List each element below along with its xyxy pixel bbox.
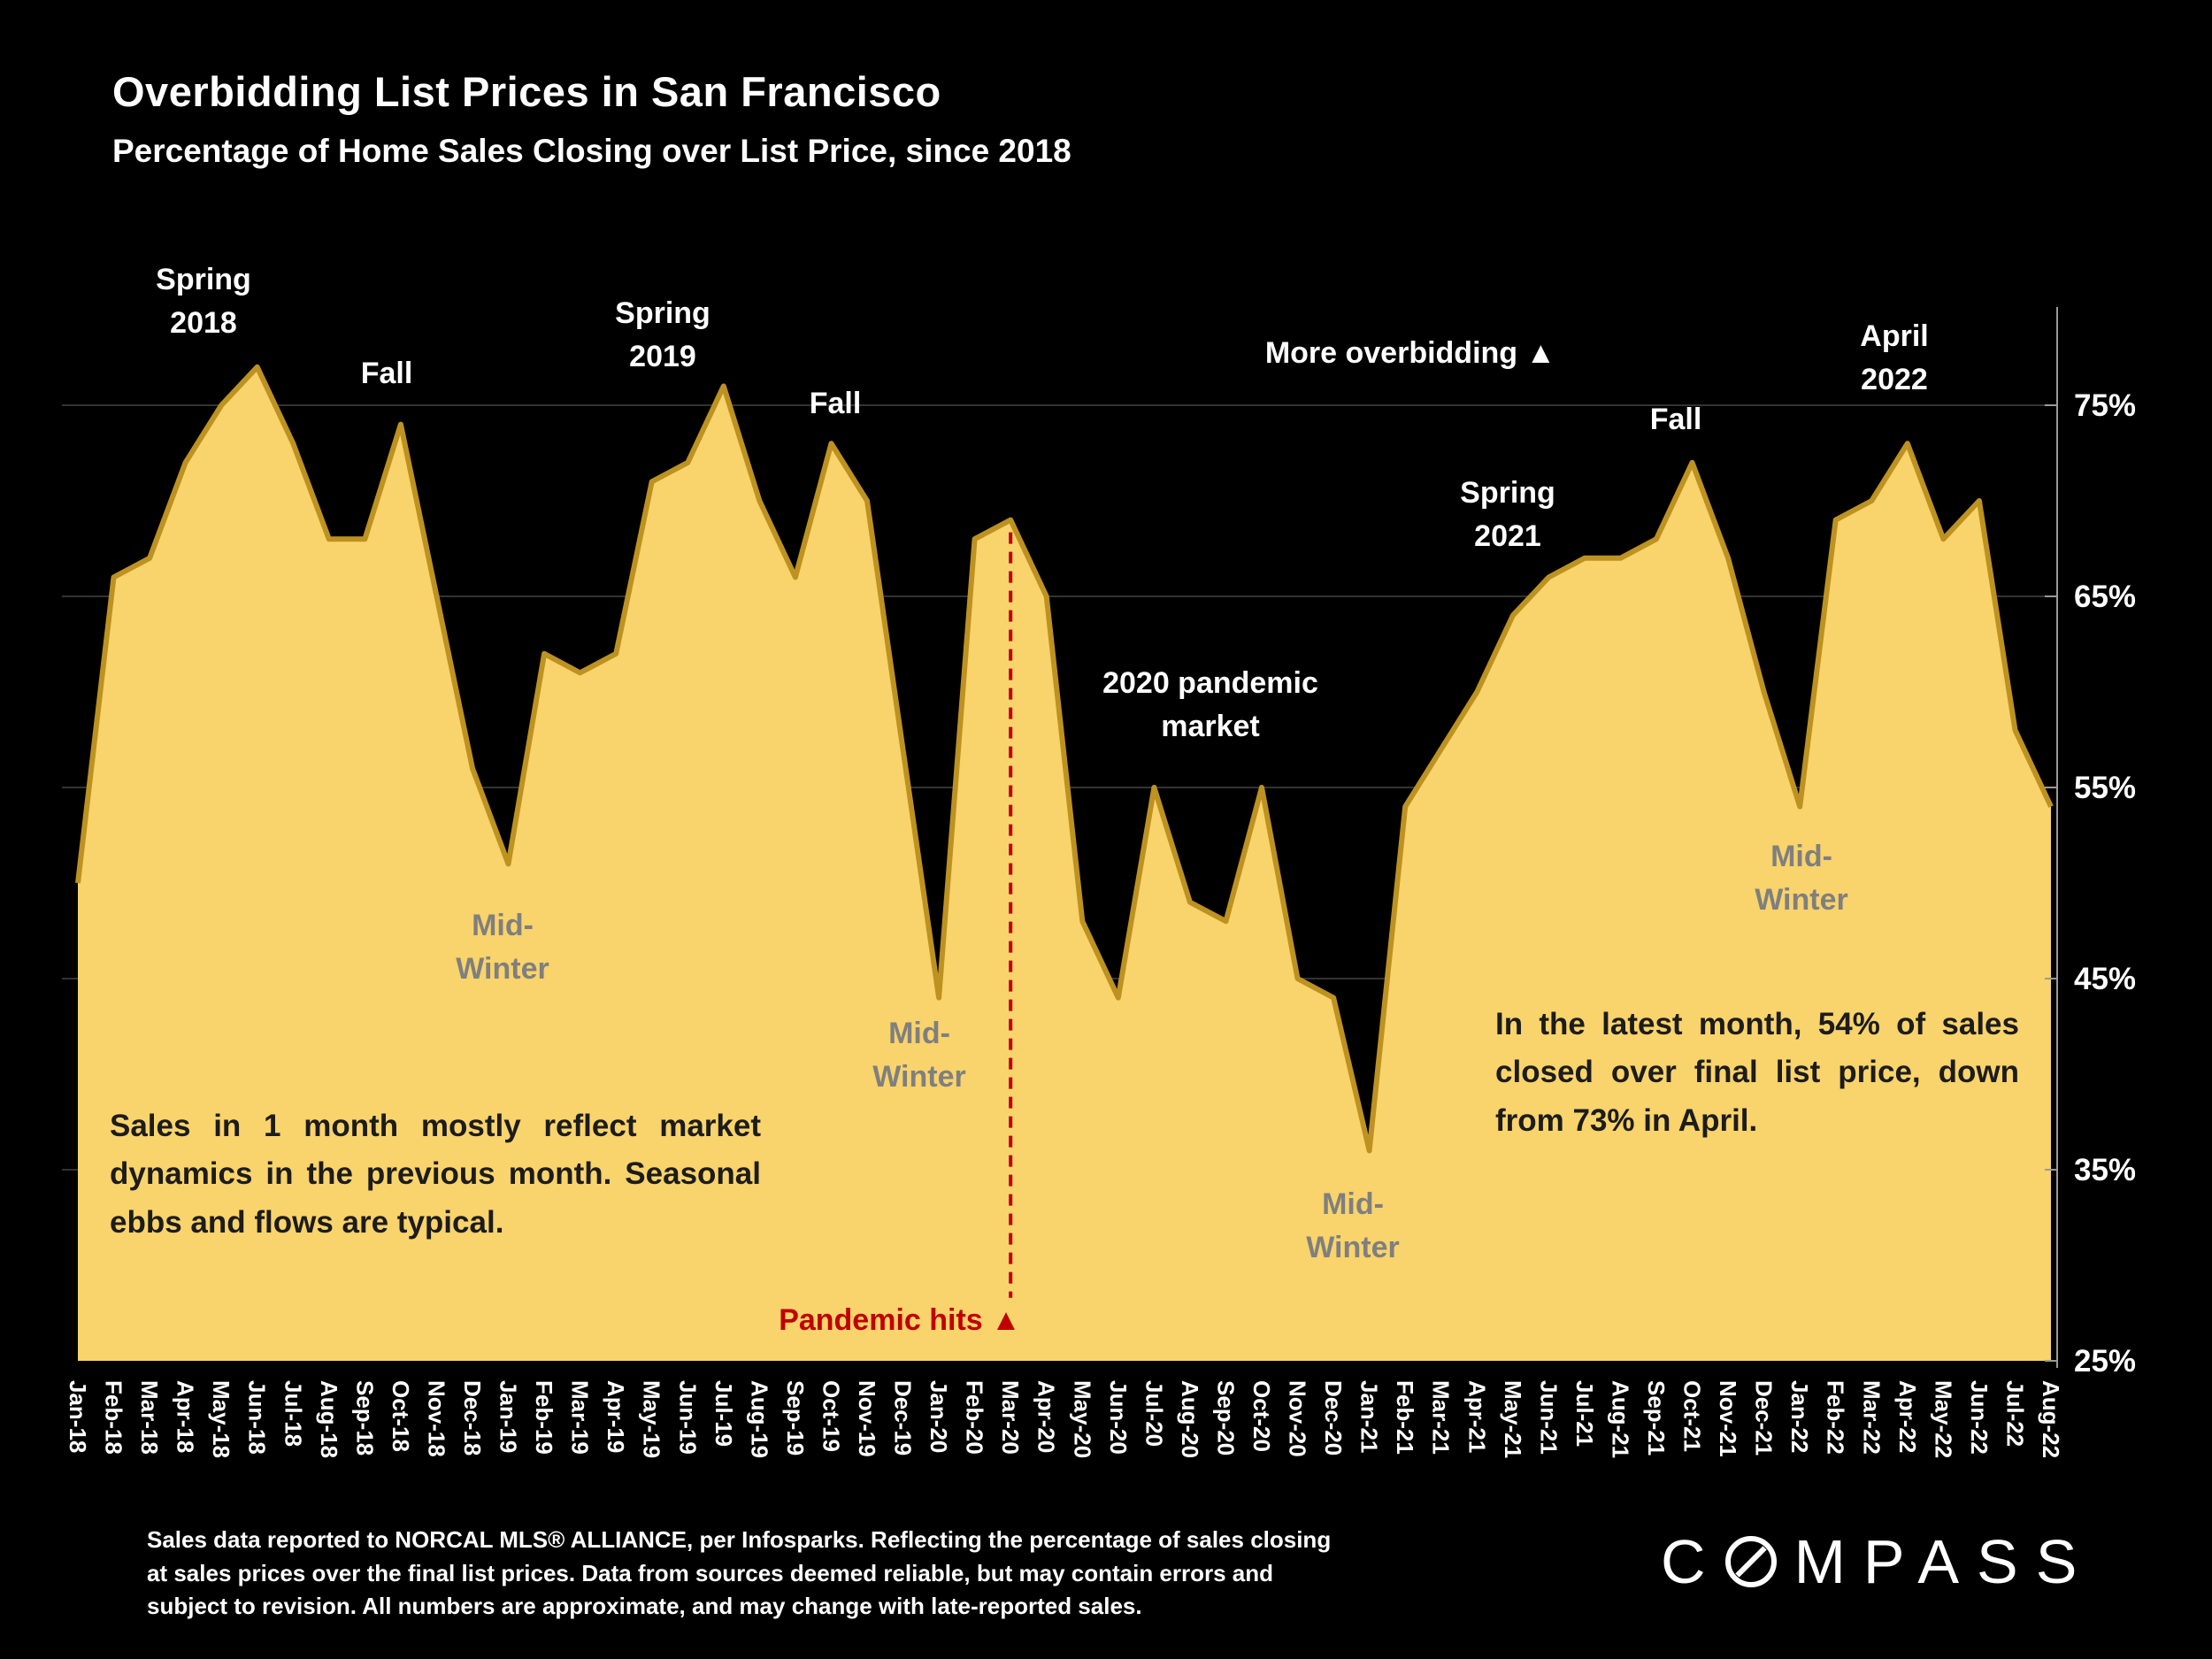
x-tick-label: Jan-22	[1786, 1380, 1813, 1453]
x-tick-label: Nov-18	[423, 1380, 449, 1457]
x-tick-label: Dec-19	[890, 1380, 917, 1455]
x-tick-label: Aug-19	[746, 1380, 772, 1458]
x-tick-label: Sep-19	[782, 1380, 809, 1455]
annotation-more-overbidding: More overbidding ▲	[1264, 336, 1556, 370]
x-tick-label: Sep-21	[1643, 1380, 1670, 1455]
x-tick-label: Feb-22	[1823, 1380, 1849, 1455]
x-tick-label: Feb-21	[1392, 1380, 1418, 1455]
annotation-april-2022: April 2022	[1860, 319, 1929, 397]
x-tick-label: Mar-18	[136, 1380, 163, 1455]
y-tick-label: 35%	[2074, 1153, 2136, 1187]
x-tick-label: Jan-18	[65, 1380, 91, 1453]
y-tick-label: 45%	[2074, 962, 2136, 996]
x-tick-label: Nov-21	[1715, 1380, 1741, 1457]
x-tick-label: May-18	[208, 1380, 234, 1458]
annotation-pandemic-hits: Pandemic hits ▲	[779, 1303, 1021, 1337]
y-tick-label: 65%	[2074, 580, 2136, 614]
x-tick-label: Dec-20	[1320, 1380, 1347, 1455]
x-tick-label: Jan-19	[495, 1380, 522, 1453]
annotation-mid-winter-2021: Mid- Winter	[1306, 1187, 1400, 1265]
compass-logo: C MPASS	[1661, 1531, 2094, 1593]
x-tick-label: Jun-20	[1105, 1380, 1132, 1455]
x-tick-label: Jul-18	[280, 1380, 306, 1447]
footnote-disclaimer: Sales data reported to NORCAL MLS® ALLIA…	[147, 1526, 1332, 1620]
x-tick-label: May-22	[1930, 1380, 1956, 1458]
note-latest-month: In the latest month, 54% of sales closed…	[1495, 1007, 2019, 1138]
x-tick-label: Dec-18	[459, 1380, 486, 1455]
x-tick-label: Mar-22	[1858, 1380, 1885, 1455]
annotation-spring-2019: Spring 2019	[615, 296, 710, 374]
x-tick-label: May-21	[1500, 1380, 1526, 1458]
y-tick-label: 75%	[2074, 388, 2136, 423]
annotation-mid-winter-2022: Mid- Winter	[1755, 840, 1848, 918]
x-tick-label: Aug-21	[1607, 1380, 1633, 1458]
x-tick-label: Mar-19	[567, 1380, 594, 1455]
x-tick-label: Sep-20	[1212, 1380, 1239, 1455]
x-tick-label: Aug-22	[2038, 1380, 2064, 1458]
compass-o-icon	[1724, 1536, 1777, 1587]
x-tick-label: Aug-18	[316, 1380, 342, 1458]
x-tick-label: Apr-19	[603, 1380, 629, 1453]
x-tick-label: May-19	[639, 1380, 665, 1458]
x-tick-label: Jun-21	[1535, 1380, 1562, 1455]
note-seasonal: Sales in 1 month mostly reflect market d…	[110, 1109, 761, 1240]
y-tick-label: 25%	[2074, 1344, 2136, 1379]
x-tick-label: Jun-19	[674, 1380, 701, 1455]
x-tick-label: Nov-19	[854, 1380, 880, 1457]
logo-letters-mpass: MPASS	[1793, 1527, 2095, 1596]
annotation-fall-2021: Fall	[1649, 403, 1702, 436]
x-tick-label: Jan-20	[926, 1380, 952, 1453]
x-tick-label: May-20	[1069, 1380, 1095, 1458]
page-subtitle: Percentage of Home Sales Closing over Li…	[112, 133, 1071, 169]
x-tick-label: Jun-18	[244, 1380, 271, 1455]
area-outline	[75, 364, 2054, 1154]
x-tick-label: Aug-20	[1177, 1380, 1203, 1458]
x-tick-label: Oct-18	[388, 1380, 414, 1452]
x-tick-label: Mar-21	[1428, 1380, 1455, 1455]
x-tick-label: Jul-21	[1571, 1380, 1598, 1447]
x-tick-label: Dec-21	[1751, 1380, 1778, 1455]
x-tick-label: Mar-20	[997, 1380, 1024, 1455]
x-tick-label: Feb-20	[962, 1380, 988, 1455]
area-fill	[78, 366, 2051, 1361]
logo-letter-c: C	[1661, 1527, 1724, 1596]
annotation-mid-winter-2019: Mid- Winter	[456, 909, 549, 987]
y-tick-label: 55%	[2074, 771, 2136, 805]
x-tick-label: Jan-21	[1356, 1380, 1383, 1453]
page-title: Overbidding List Prices in San Francisco	[112, 68, 941, 115]
x-tick-label: Sep-18	[351, 1380, 378, 1455]
x-tick-label: Feb-19	[531, 1380, 557, 1455]
x-tick-label: Feb-18	[101, 1380, 127, 1455]
x-tick-label: Apr-22	[1894, 1380, 1921, 1453]
x-tick-label: Oct-19	[818, 1380, 844, 1452]
x-tick-label: Jun-22	[1966, 1380, 1993, 1455]
x-tick-label: Nov-20	[1285, 1380, 1311, 1457]
annotation-fall-2018: Fall	[360, 357, 413, 390]
x-tick-label: Apr-21	[1463, 1380, 1490, 1453]
x-tick-label: Jul-22	[2001, 1380, 2028, 1447]
annotation-spring-2021: Spring 2021	[1460, 476, 1555, 554]
x-tick-label: Jul-20	[1141, 1380, 1167, 1447]
x-tick-label: Oct-20	[1248, 1380, 1275, 1452]
annotation-spring-2018: Spring 2018	[156, 263, 251, 341]
x-tick-label: Jul-19	[710, 1380, 737, 1447]
x-tick-label: Oct-21	[1679, 1380, 1706, 1452]
x-tick-label: Apr-20	[1033, 1380, 1060, 1453]
annotation-fall-2019: Fall	[809, 387, 862, 420]
x-tick-label: Apr-18	[173, 1380, 199, 1453]
annotation-pandemic-market: 2020 pandemic market	[1102, 666, 1318, 744]
annotation-mid-winter-2020: Mid- Winter	[872, 1017, 966, 1094]
